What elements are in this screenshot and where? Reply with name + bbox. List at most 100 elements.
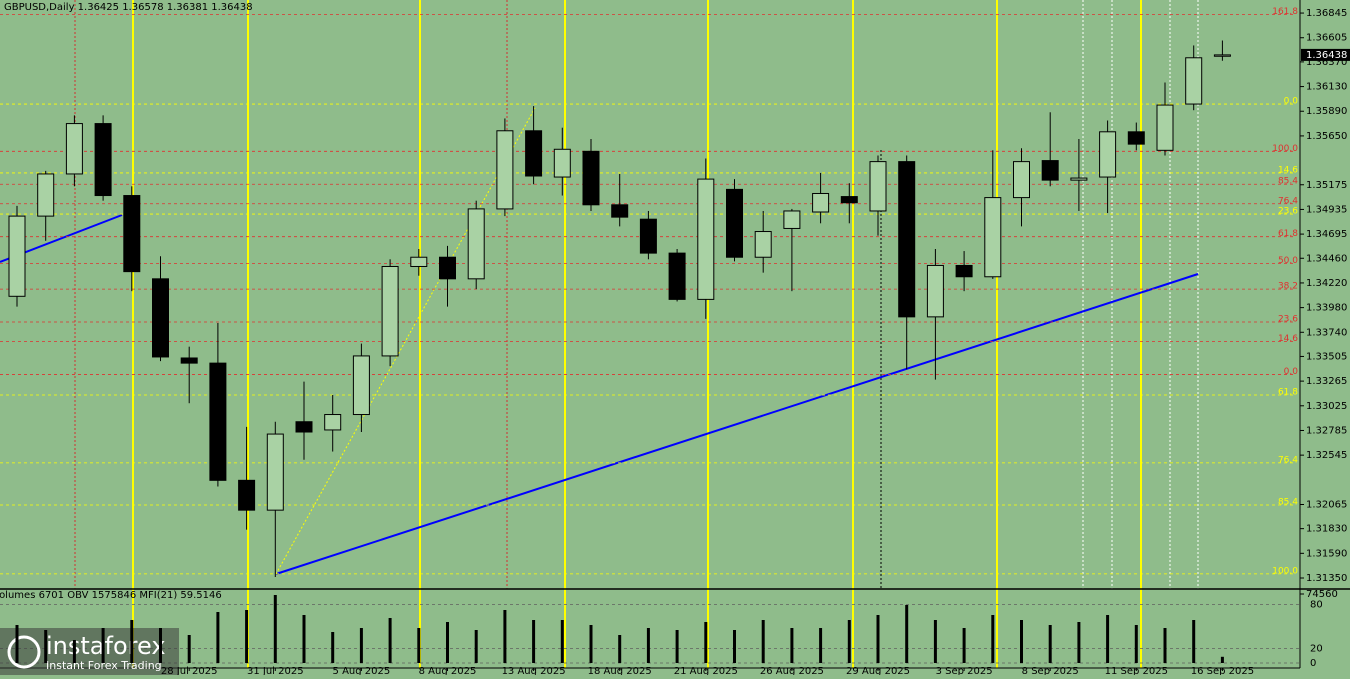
y-tick-label: 1.35175: [1306, 180, 1347, 191]
candle-body: [955, 264, 973, 278]
fib-label: 38.2: [1278, 282, 1298, 292]
candle-body: [697, 178, 715, 300]
candle-body: [295, 421, 313, 433]
candle-body: [266, 433, 284, 511]
candle-body: [180, 357, 198, 364]
candle-body: [238, 479, 256, 511]
fib-label: 85.4: [1278, 498, 1298, 508]
x-tick-label: 3 Sep 2025: [936, 666, 993, 675]
y-tick-label: 1.33505: [1306, 351, 1347, 362]
x-tick-label: 5 Aug 2025: [333, 666, 391, 675]
candle-body: [152, 278, 169, 358]
fib-label: 0.0: [1284, 367, 1299, 377]
y-tick-label: 1.31350: [1306, 573, 1347, 584]
candle-body: [726, 188, 743, 258]
candle-body: [984, 197, 1002, 278]
y2-tick-label: 0: [1310, 658, 1316, 669]
fib-label: 14.6: [1278, 334, 1298, 344]
candle-body: [1099, 131, 1117, 178]
candle-body: [1013, 161, 1030, 199]
trend-line: [275, 273, 1199, 575]
y-tick-label: 1.34220: [1306, 278, 1347, 289]
fib-label: 76.4: [1278, 455, 1298, 465]
y-tick-label: 1.33980: [1306, 303, 1347, 314]
y-tick-label: 1.33025: [1306, 401, 1347, 412]
x-tick-label: 11 Sep 2025: [1105, 666, 1168, 675]
candle-body: [1156, 104, 1174, 151]
candle-body: [1070, 177, 1088, 181]
y-tick-label: 1.35890: [1306, 106, 1347, 117]
fib-label: 0.0: [1284, 97, 1299, 107]
candle-body: [94, 123, 112, 197]
x-tick-label: 13 Aug 2025: [502, 666, 566, 675]
y-tick-label: 74560: [1306, 589, 1338, 600]
candle-body: [840, 196, 858, 204]
candle-body: [525, 130, 543, 177]
candle-body: [1185, 57, 1203, 105]
x-tick-label: 8 Sep 2025: [1022, 666, 1079, 675]
candle-body: [668, 252, 686, 300]
y-tick-label: 1.32545: [1306, 450, 1347, 461]
fib-label: 14.6: [1278, 165, 1298, 175]
y2-tick-label: 20: [1310, 643, 1323, 654]
candle-body: [324, 414, 342, 431]
fib-label: 100.0: [1272, 566, 1298, 576]
candle-body: [496, 130, 514, 210]
y-tick-label: 1.35650: [1306, 131, 1347, 142]
candle-body: [898, 161, 916, 318]
y-tick-label: 1.32065: [1306, 499, 1347, 510]
price-label-box: [1301, 48, 1350, 61]
fib-label: 23.6: [1278, 207, 1298, 217]
y-tick-label: 1.31830: [1306, 524, 1347, 535]
candle-body: [611, 204, 629, 218]
candle-body: [381, 265, 399, 357]
candle-body: [467, 208, 485, 280]
x-tick-label: 26 Aug 2025: [760, 666, 824, 675]
candle-body: [812, 192, 830, 213]
candle-body: [352, 355, 370, 416]
y-tick-label: 1.34460: [1306, 253, 1347, 264]
current-price-label: 1.36438: [1306, 50, 1347, 61]
candle-body: [783, 210, 801, 229]
x-tick-label: 21 Aug 2025: [674, 666, 738, 675]
fib-label: 50.0: [1278, 256, 1298, 266]
y-tick-label: 1.33740: [1306, 327, 1347, 338]
candle-body: [1041, 160, 1059, 181]
fib-label: 76.4: [1278, 196, 1298, 206]
candle-body: [869, 161, 887, 212]
fib-label: 23.6: [1278, 315, 1298, 325]
candle-body: [1127, 131, 1145, 145]
candle-body: [209, 362, 227, 481]
x-tick-label: 18 Aug 2025: [588, 666, 652, 675]
candle-body: [639, 218, 657, 254]
candle-body: [1213, 54, 1231, 57]
y-tick-label: 1.33265: [1306, 376, 1347, 387]
candle-body: [553, 148, 571, 178]
y-tick-label: 1.32785: [1306, 425, 1347, 436]
indicator-legend: Volumes 6701 OBV 1575846 MFI(21) 59.5146: [0, 590, 222, 601]
trend-line: [275, 107, 536, 575]
y-tick-label: 1.36130: [1306, 82, 1347, 93]
candle-body: [37, 173, 55, 217]
candle-body: [754, 231, 772, 258]
candle-body: [8, 215, 26, 297]
fib-label: 85.4: [1278, 177, 1298, 187]
y2-tick-label: 80: [1310, 600, 1323, 611]
candle-body: [439, 256, 456, 280]
candle-body: [926, 264, 944, 318]
x-tick-label: 31 Jul 2025: [247, 666, 304, 675]
fib-label: 161.8: [1272, 7, 1298, 17]
x-tick-label: 8 Aug 2025: [419, 666, 477, 675]
fib-label: 61.8: [1278, 387, 1298, 397]
x-tick-label: 29 Aug 2025: [846, 666, 910, 675]
fib-label: 61.8: [1278, 229, 1298, 239]
x-tick-label: 16 Sep 2025: [1191, 666, 1254, 675]
candle-body: [582, 150, 600, 206]
y-tick-label: 1.34695: [1306, 229, 1347, 240]
candle-body: [410, 256, 428, 267]
fib-label: 100.0: [1272, 144, 1298, 154]
y-tick-label: 1.31590: [1306, 548, 1347, 559]
